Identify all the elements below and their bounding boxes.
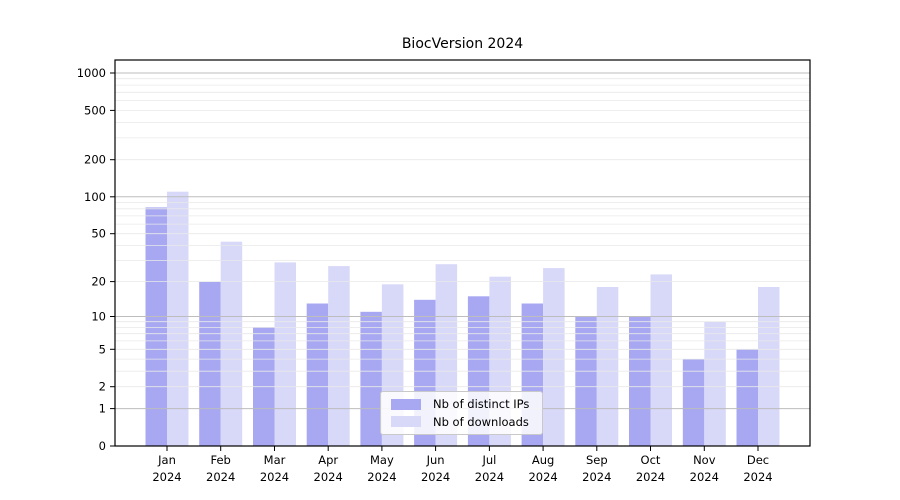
x-tick-label-month: Jan [157, 453, 176, 467]
x-tick-label-year: 2024 [582, 470, 611, 484]
legend-swatch-downloads [391, 416, 421, 428]
x-tick-label-year: 2024 [314, 470, 343, 484]
y-tick-label: 100 [84, 190, 106, 204]
legend-label-distinct-ips: Nb of distinct IPs [433, 397, 530, 412]
x-tick-label-month: Jun [426, 453, 445, 467]
bar-nov-downloads [704, 321, 726, 446]
x-tick-label-year: 2024 [152, 470, 181, 484]
x-tick-label-year: 2024 [475, 470, 504, 484]
x-tick-label-month: Oct [641, 453, 661, 467]
y-tick-label: 0 [99, 439, 106, 453]
x-tick-label-year: 2024 [260, 470, 289, 484]
bar-jan-downloads [167, 191, 189, 446]
legend-swatch-distinct-ips [391, 398, 421, 410]
bar-oct-downloads [650, 274, 672, 446]
bar-sep-distinct-ips [575, 316, 597, 446]
y-tick-label: 500 [84, 103, 106, 117]
x-tick-label-year: 2024 [528, 470, 557, 484]
y-tick-label: 2 [99, 380, 106, 394]
x-tick-label-month: Sep [586, 453, 608, 467]
x-tick-label-year: 2024 [421, 470, 450, 484]
y-tick-label: 50 [91, 227, 106, 241]
legend-item-distinct-ips: Nb of distinct IPs [391, 397, 538, 411]
y-tick-label: 10 [91, 310, 106, 324]
y-tick-label: 20 [91, 275, 106, 289]
x-tick-label-year: 2024 [690, 470, 719, 484]
bar-feb-distinct-ips [199, 281, 221, 446]
chart-title: BiocVersion 2024 [401, 36, 524, 52]
x-tick-label-year: 2024 [743, 470, 772, 484]
bar-dec-distinct-ips [736, 349, 758, 446]
plot-border [114, 59, 811, 447]
bar-dec-downloads [758, 287, 780, 446]
x-tick-label-month: Apr [318, 453, 338, 467]
x-tick-label-month: Jul [481, 453, 496, 467]
y-tick-label: 1000 [77, 66, 106, 80]
legend-item-downloads: Nb of downloads [391, 415, 538, 429]
x-tick-label-month: Feb [211, 453, 231, 467]
bar-sep-downloads [596, 287, 619, 446]
x-tick-label-year: 2024 [206, 470, 235, 484]
bar-nov-distinct-ips [682, 359, 705, 446]
bar-feb-downloads [220, 241, 243, 446]
bar-mar-downloads [274, 262, 296, 446]
legend: Nb of distinct IPs Nb of downloads [380, 391, 543, 435]
legend-label-downloads: Nb of downloads [433, 414, 529, 429]
bar-apr-downloads [328, 266, 350, 446]
x-tick-label-month: May [370, 453, 394, 467]
x-tick-label-month: Nov [693, 453, 716, 467]
x-tick-label-month: Dec [747, 453, 769, 467]
y-tick-label: 5 [99, 342, 106, 356]
bar-apr-distinct-ips [306, 303, 329, 446]
bar-aug-downloads [543, 268, 565, 446]
x-tick-label-year: 2024 [367, 470, 396, 484]
bar-oct-distinct-ips [629, 316, 651, 446]
bar-may-distinct-ips [360, 311, 382, 446]
bar-jan-distinct-ips [145, 207, 167, 446]
x-tick-label-month: Mar [264, 453, 286, 467]
x-tick-label-month: Aug [532, 453, 554, 467]
x-tick-label-year: 2024 [636, 470, 665, 484]
y-tick-label: 1 [99, 402, 106, 416]
y-tick-label: 200 [84, 153, 106, 167]
